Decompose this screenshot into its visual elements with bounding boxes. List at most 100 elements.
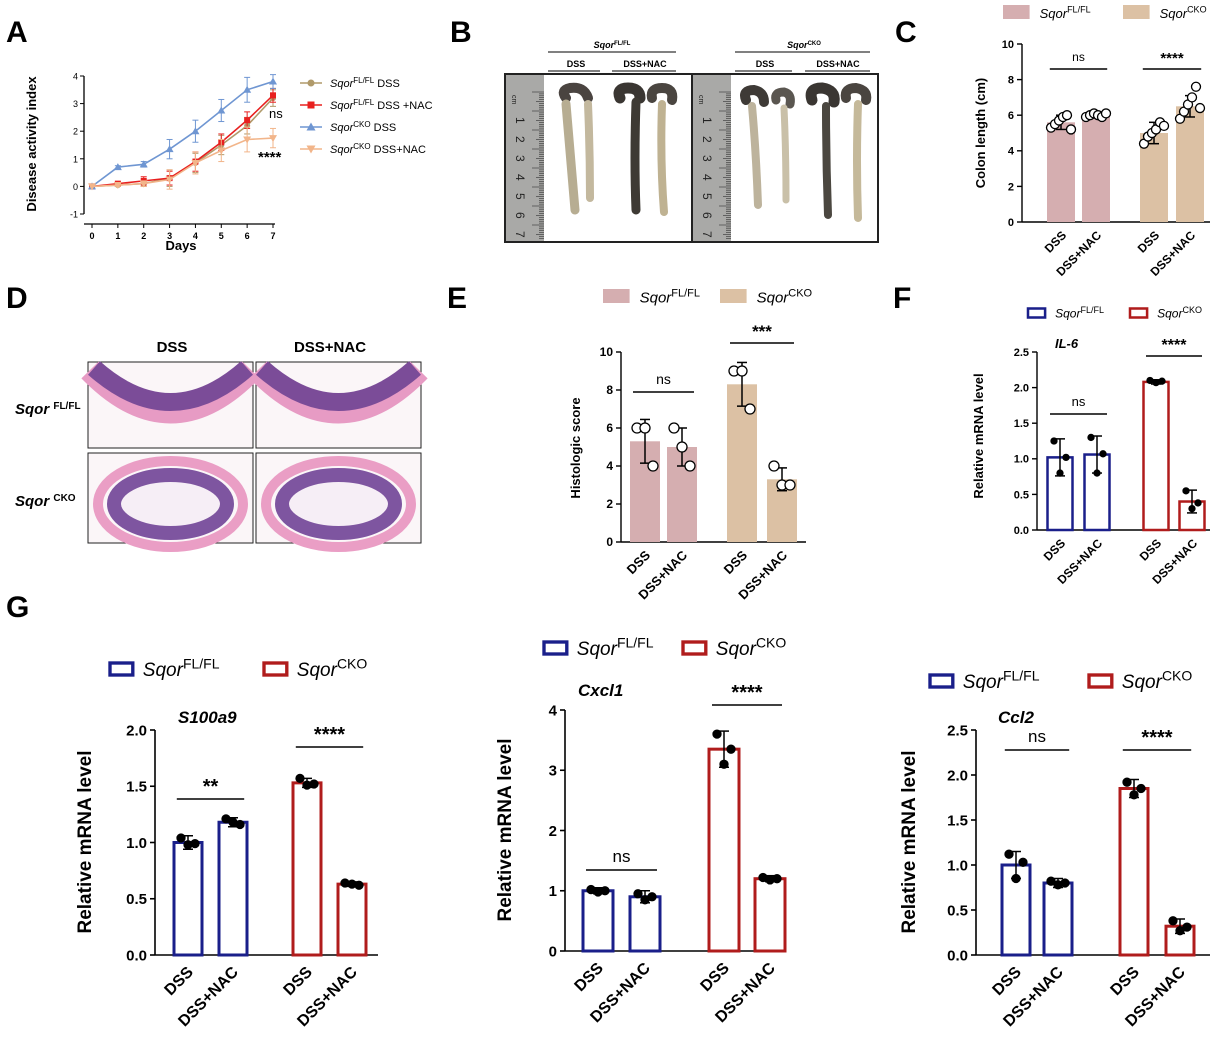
- b-colon-specimens: [558, 82, 872, 222]
- panel-a-point: [88, 183, 96, 191]
- panel-a-xtick-label: 1: [115, 231, 120, 241]
- panel-f-legend-label: SqorCKO: [1157, 305, 1202, 321]
- panel-g2-data-point: [712, 729, 722, 739]
- panel-g1-data-point: [309, 779, 319, 789]
- b-colon-fl-dss-1-cecum: [558, 82, 593, 103]
- panel-a-legend-marker: [306, 145, 316, 154]
- panel-g1-legend-label: SqorCKO: [297, 656, 368, 682]
- panel-e-significance-label: ***: [752, 322, 772, 341]
- b-colon-cko-nac-1: [822, 102, 832, 219]
- panel-g3-data-point: [1136, 783, 1146, 794]
- panel-g3-title: Ccl2: [998, 708, 1034, 727]
- panel-g3-legend-label: SqorFL/FL: [963, 668, 1040, 694]
- panel-f-data-point: [1158, 377, 1166, 385]
- panel-a-ylabel: Disease activity index: [24, 76, 39, 212]
- d-tissue-mucosa: [88, 361, 253, 411]
- panel-f-legend-swatch: [1026, 307, 1047, 319]
- panel-g1-legend-swatch: [108, 661, 135, 677]
- panel-g2-significance-label: ****: [731, 682, 762, 704]
- panel-a-series-line: [91, 137, 274, 188]
- panel-g2-category-label: DSS: [698, 960, 734, 996]
- panel-c-category-label: DSS: [1042, 228, 1069, 255]
- b-colon-cko-dss-2-cecum: [771, 87, 795, 109]
- panel-a-ytick-label: -1: [70, 210, 78, 220]
- panel-a-point: [243, 136, 252, 144]
- panel-d-histology: DSS DSS+NAC Sqor FL/FL Sqor CKO: [15, 339, 428, 552]
- panel-a-point: [191, 159, 200, 167]
- panel-label-d: D: [6, 282, 28, 315]
- panel-a-point: [217, 147, 226, 155]
- panel-g1-category-label: DSS: [162, 964, 198, 1000]
- panel-a-legend-marker: [307, 101, 315, 109]
- d-tissue-mucosa: [275, 468, 402, 540]
- panel-c-bar: [1047, 122, 1075, 222]
- panel-f-legend-swatch: [1128, 307, 1149, 319]
- panel-g2-ytick-label: 1: [549, 883, 557, 900]
- panel-f-data-point: [1099, 450, 1107, 458]
- panel-c-ytick-label: 2: [1008, 181, 1014, 193]
- b-label-fl-dss: DSS: [567, 59, 586, 69]
- panel-g1-category-label: DSS: [281, 964, 317, 1000]
- panel-a-line-chart: Disease activity index Days SqorFL/FL DS…: [24, 76, 433, 253]
- panel-f-data-point: [1056, 469, 1064, 477]
- panel-label-g: G: [6, 591, 29, 624]
- panel-c-ytick-label: 6: [1008, 110, 1014, 122]
- panel-a-xtick-label: 4: [193, 231, 198, 241]
- panel-a-stars: ****: [258, 149, 282, 166]
- panel-f-category-label: DSS: [1041, 536, 1068, 563]
- panel-a-point: [165, 176, 174, 184]
- panel-g3-bar-chart: SqorFL/FL SqorCKO Relative mRNA level Ccl…: [899, 668, 1192, 934]
- panel-g2-data-point: [633, 889, 643, 899]
- panel-a-ytick-label: 2: [73, 127, 78, 137]
- panel-f-data-point: [1188, 504, 1196, 513]
- panel-a-legend-marker: [307, 79, 315, 87]
- d-tissue-mucosa: [107, 468, 234, 540]
- panel-a-xtick-label: 2: [141, 231, 146, 241]
- panel-g3-ytick-label: 0.5: [947, 902, 968, 919]
- b-label-fl-nac: DSS+NAC: [623, 59, 667, 69]
- panel-a-legend-label: SqorCKO DSS: [330, 120, 396, 134]
- panel-g3-legend-swatch: [928, 673, 955, 689]
- b-colon-cko-nac-1-cecum: [805, 82, 840, 108]
- panel-e-ytick-label: 0: [606, 535, 613, 549]
- b-ruler-number: 1: [513, 117, 527, 124]
- panel-a-point: [243, 85, 252, 93]
- panel-g3-data-point: [1182, 922, 1192, 932]
- panel-a-point: [165, 145, 174, 153]
- panel-f-legend-label: SqorFL/FL: [1055, 305, 1104, 321]
- panel-g2-legend-label: SqorFL/FL: [577, 635, 654, 661]
- panel-a-marks: -1 0 1 2 3 4 0 1 2 3 4 5 6 7: [70, 72, 277, 241]
- panel-a-series-line: [91, 97, 274, 188]
- panel-g2-legend-swatch: [681, 640, 708, 656]
- panel-g3-category-label: DSS: [1108, 964, 1144, 1000]
- panel-g3-ylabel: Relative mRNA level: [899, 750, 920, 933]
- b-ruler-left-unit: cm: [510, 95, 517, 105]
- panel-a-ytick-label: 3: [73, 99, 78, 109]
- panel-a-legend: SqorFL/FL DSS SqorFL/FL DSS +NAC SqorCKO D…: [300, 76, 433, 156]
- b-header-cko: SqorCKO: [787, 40, 821, 50]
- panel-g2-legend-swatch: [542, 640, 569, 656]
- panel-g1-data-point: [235, 819, 245, 830]
- panel-e-data-point: [684, 460, 696, 472]
- panel-c-ytick-label: 0: [1008, 217, 1014, 229]
- panel-f-ytick-label: 1.5: [1014, 418, 1029, 430]
- panel-g3-legend-label: SqorCKO: [1122, 668, 1193, 694]
- b-colon-cko-nac-2-cecum: [840, 82, 872, 105]
- panel-a-legend-label: SqorFL/FL DSS: [330, 76, 400, 90]
- b-label-cko-nac: DSS+NAC: [816, 59, 860, 69]
- panel-f-bar: [1142, 380, 1170, 532]
- panel-g2-bar: [581, 889, 615, 953]
- panel-c-data-point: [1100, 108, 1112, 119]
- panel-a-ns: ns: [269, 106, 283, 121]
- b-ruler-number: 6: [700, 212, 714, 219]
- panel-label-b: B: [450, 16, 472, 49]
- panel-e-legend-label: SqorFL/FL: [640, 288, 700, 307]
- panel-a-ytick-label: 1: [73, 154, 78, 164]
- panel-e-legend-swatch: [603, 289, 630, 303]
- panel-g1-title: S100a9: [178, 708, 237, 727]
- panel-a-point: [139, 180, 148, 188]
- d-histology-images: [81, 361, 428, 552]
- panel-g3-data-point: [1175, 926, 1185, 936]
